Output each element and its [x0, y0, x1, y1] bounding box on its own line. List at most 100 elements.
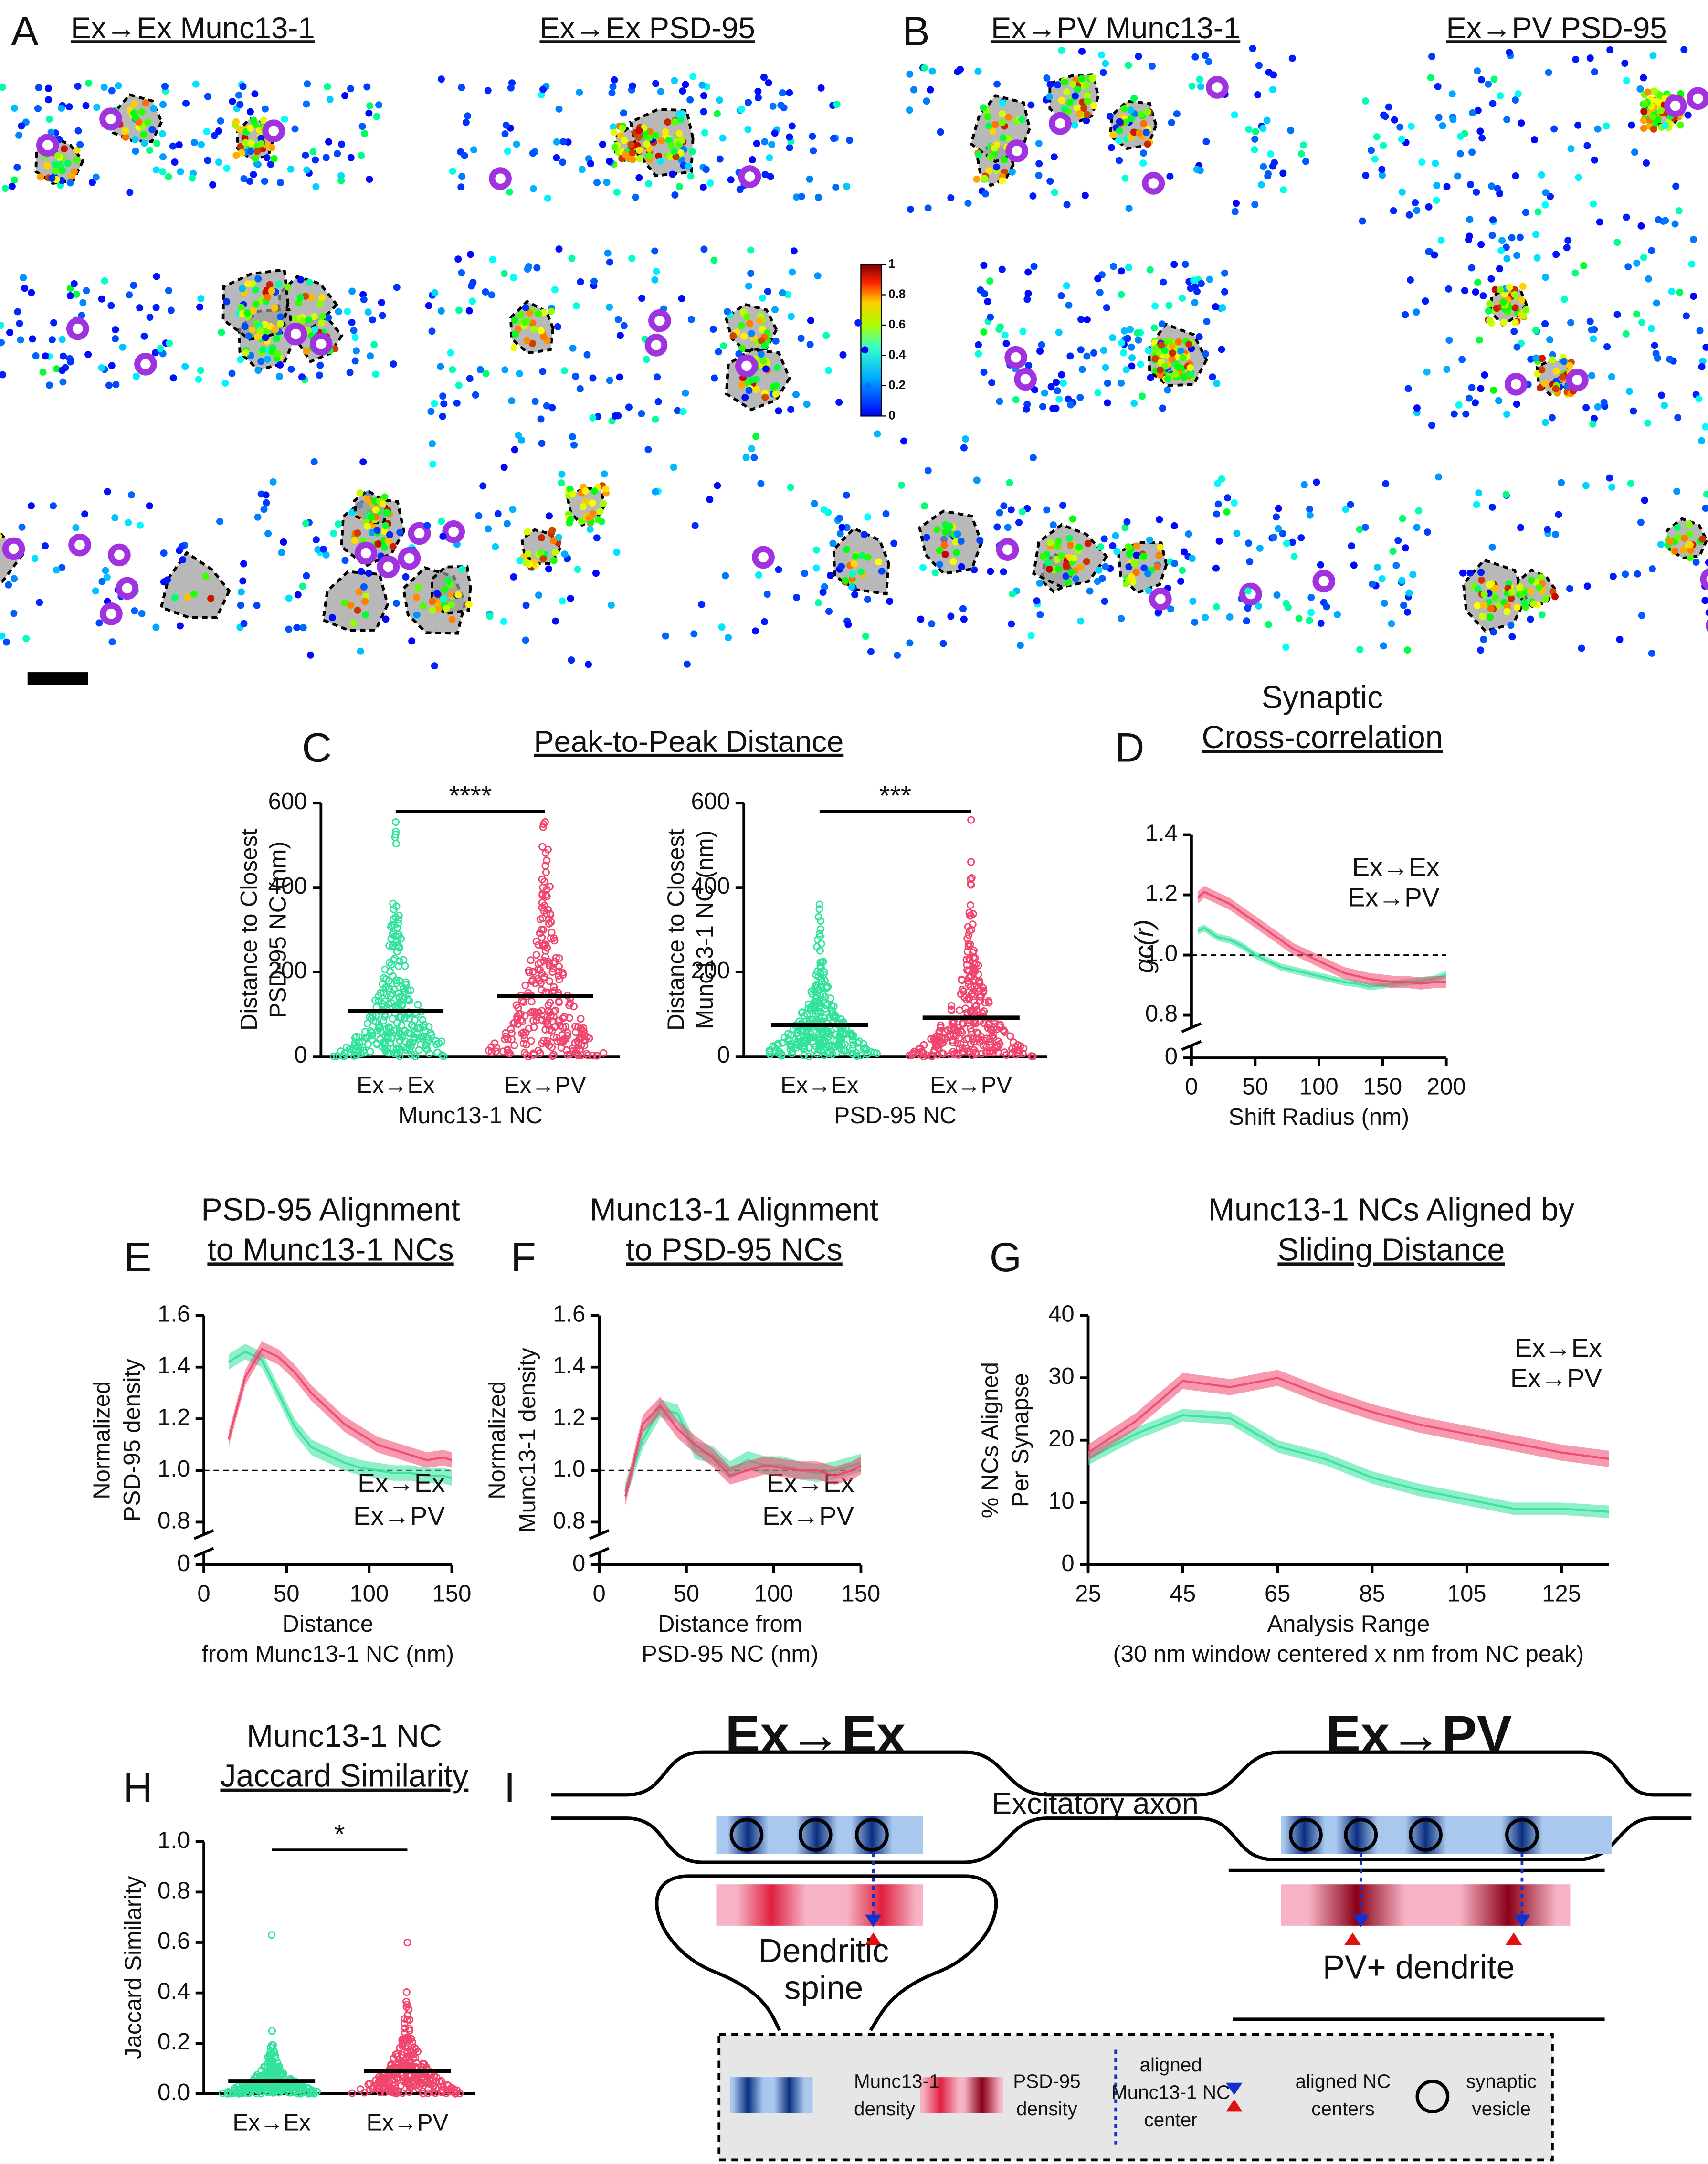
localization — [1125, 62, 1132, 69]
localization — [327, 96, 334, 103]
vesicle-marker — [103, 605, 120, 622]
localization — [458, 84, 465, 91]
localization — [1164, 387, 1171, 394]
localization — [1071, 122, 1078, 129]
localization — [393, 600, 400, 607]
localization — [215, 127, 222, 135]
localization — [1690, 293, 1697, 300]
localization — [52, 168, 59, 175]
localization — [976, 537, 983, 544]
localization — [962, 435, 969, 443]
localization — [1439, 122, 1446, 129]
legend-label: Ex→PV — [762, 1501, 854, 1531]
localization — [323, 154, 330, 161]
localization — [438, 75, 445, 83]
localization — [232, 118, 240, 126]
localization — [652, 488, 659, 496]
localization — [651, 276, 658, 284]
localization — [352, 334, 359, 341]
localization — [1623, 330, 1630, 338]
localization — [1046, 93, 1053, 100]
localization — [1213, 511, 1220, 518]
localization — [1202, 138, 1210, 145]
localization — [176, 141, 183, 148]
localization — [48, 175, 55, 182]
localization — [303, 348, 310, 355]
localization — [101, 277, 108, 285]
localization — [1538, 171, 1545, 179]
localization — [1512, 304, 1519, 311]
localization — [20, 274, 27, 281]
localization — [1481, 371, 1488, 379]
localization — [467, 251, 474, 258]
localization — [375, 101, 382, 108]
localization — [111, 514, 118, 521]
localization — [1433, 197, 1440, 204]
localization — [363, 84, 370, 91]
localization — [1027, 101, 1034, 108]
colorbar-label: 0.2 — [888, 378, 906, 392]
localization — [1644, 420, 1651, 427]
localization — [653, 268, 660, 275]
localization — [748, 377, 755, 384]
localization — [1218, 346, 1225, 353]
panel-letter: B — [902, 9, 930, 54]
localization — [19, 524, 26, 531]
localization — [589, 499, 596, 507]
x-tick-label: 150 — [842, 1581, 881, 1606]
localization — [1532, 327, 1539, 334]
localization — [991, 145, 998, 152]
localization — [1265, 170, 1272, 178]
localization — [142, 99, 149, 106]
localization — [851, 560, 858, 567]
localization — [568, 656, 575, 664]
localization — [472, 391, 479, 399]
localization — [1494, 185, 1501, 192]
localization — [1082, 192, 1089, 199]
localization — [1033, 597, 1041, 604]
localization — [28, 289, 35, 296]
localization — [590, 278, 598, 285]
localization — [1512, 319, 1519, 326]
localization — [284, 284, 291, 291]
localization — [76, 141, 84, 148]
localization — [1489, 544, 1496, 551]
localization — [1099, 575, 1106, 582]
localization — [1144, 108, 1151, 116]
localization — [1622, 570, 1629, 578]
vesicle-marker — [119, 580, 136, 597]
localization — [324, 83, 331, 90]
vesicle-marker — [72, 537, 88, 553]
localization — [229, 98, 236, 105]
localization — [1094, 389, 1101, 396]
localization — [370, 341, 378, 348]
localization — [675, 130, 683, 137]
localization — [1296, 615, 1303, 622]
localization — [73, 291, 80, 298]
localization — [1527, 616, 1534, 623]
localization — [851, 591, 858, 598]
localization — [1036, 611, 1044, 618]
x-tick-label: Ex→PV — [504, 1073, 586, 1098]
localization — [141, 333, 148, 340]
localization — [539, 86, 547, 93]
localization — [1102, 60, 1109, 67]
localization — [272, 326, 279, 333]
legend-label: Ex→PV — [1510, 1363, 1602, 1393]
localization — [235, 92, 242, 99]
localization — [204, 157, 211, 164]
x-axis-label: PSD-95 NC — [834, 1103, 956, 1129]
localization — [464, 112, 471, 119]
localization — [612, 412, 619, 420]
localization — [1044, 559, 1052, 566]
localization — [1077, 618, 1084, 625]
localization — [1100, 347, 1107, 354]
localization — [46, 381, 53, 389]
localization — [1582, 482, 1590, 489]
localization — [1489, 232, 1496, 239]
localization — [223, 165, 231, 172]
localization — [382, 522, 389, 529]
localization — [682, 81, 689, 88]
localization — [1495, 397, 1502, 404]
localization — [320, 546, 327, 553]
